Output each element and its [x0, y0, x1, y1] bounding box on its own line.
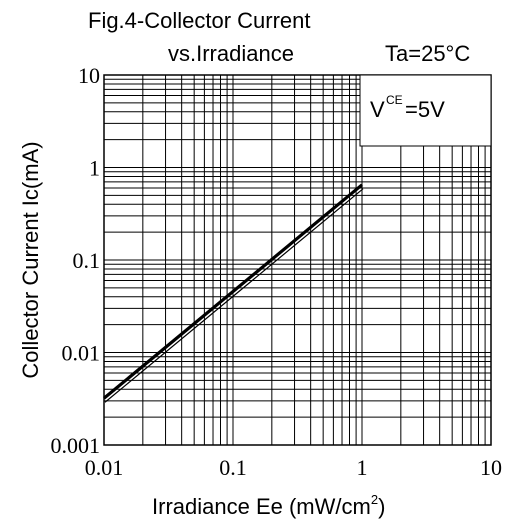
legend-voltage-value: =5V [405, 97, 445, 122]
x-tick-label: 0.01 [85, 455, 124, 480]
y-tick-label: 1 [89, 156, 100, 181]
chart-title-line2: vs.Irradiance [168, 41, 294, 66]
plot-frame [103, 74, 492, 446]
legend-voltage-symbol: V [370, 97, 385, 122]
x-tick-label: 1 [357, 455, 368, 480]
x-tick-label: 10 [480, 455, 502, 480]
legend-box [359, 74, 492, 147]
chart-title-line1: Fig.4-Collector Current [88, 8, 311, 33]
x-axis-label-end: ) [378, 494, 385, 519]
y-tick-label: 0.001 [51, 433, 101, 458]
grid [104, 75, 491, 445]
y-axis-label: Collector Current Ic(mA) [18, 141, 43, 378]
series-line [102, 183, 364, 400]
y-tick-label: 0.01 [62, 341, 101, 366]
temperature-condition: Ta=25°C [385, 41, 470, 66]
y-tick-label: 10 [78, 63, 100, 88]
series-line-thin [104, 188, 364, 403]
series-layer [102, 183, 364, 403]
x-axis-label-superscript: 2 [371, 492, 378, 507]
y-tick-label: 0.1 [73, 248, 101, 273]
x-axis-label-main: Irradiance Ee (mW/cm [152, 494, 371, 519]
x-tick-label: 0.1 [219, 455, 247, 480]
x-axis-label: Irradiance Ee (mW/cm2) [152, 492, 385, 519]
legend-voltage-subscript: CE [386, 93, 403, 107]
